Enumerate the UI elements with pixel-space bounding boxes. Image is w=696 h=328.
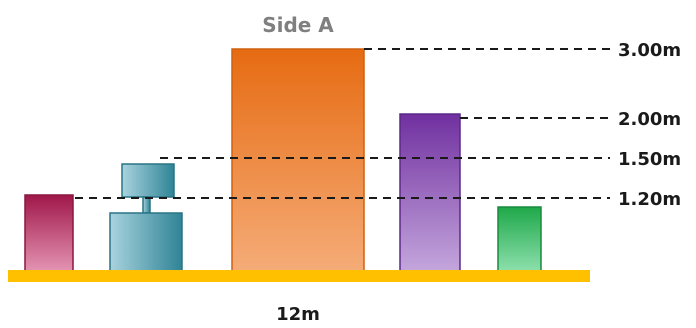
teal-box-lower: [109, 212, 183, 273]
width-label: 12m: [276, 304, 320, 325]
level-label-1.20m: 1.20m: [618, 189, 681, 210]
level-label-3.00m: 3.00m: [618, 40, 681, 61]
teal-box-connector: [142, 196, 151, 214]
level-label-1.50m: 1.50m: [618, 149, 681, 170]
level-label-2.00m: 2.00m: [618, 109, 681, 130]
purple-box: [399, 113, 461, 273]
ground-bar: [8, 270, 590, 282]
diagram-title: Side A: [262, 13, 334, 37]
teal-box-upper: [121, 163, 175, 198]
pink-box: [24, 194, 74, 273]
green-box: [497, 206, 542, 273]
orange-box: [231, 48, 365, 273]
